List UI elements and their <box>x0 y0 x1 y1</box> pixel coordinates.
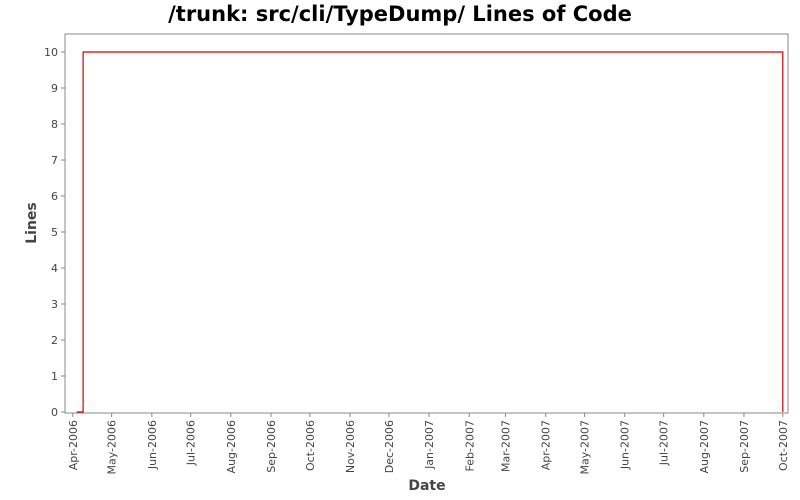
y-tick-label: 6 <box>51 190 58 203</box>
y-tick-label: 4 <box>51 262 58 275</box>
x-tick-label: Oct-2007 <box>777 420 790 471</box>
plot-area <box>64 33 789 414</box>
x-tick-label: May-2007 <box>579 420 592 475</box>
series-line <box>76 51 784 413</box>
chart-title: /trunk: src/cli/TypeDump/ Lines of Code <box>168 2 632 26</box>
y-tick-label: 5 <box>51 226 58 239</box>
x-tick-label: Jul-2006 <box>185 420 198 466</box>
y-axis-label: Lines <box>24 202 40 244</box>
x-tick-label: Aug-2007 <box>698 420 711 473</box>
y-tick-label: 1 <box>51 370 58 383</box>
y-tick-label: 3 <box>51 298 58 311</box>
x-tick-label: Apr-2006 <box>67 420 80 470</box>
series-layer <box>76 51 784 413</box>
x-tick-label: Apr-2007 <box>540 420 553 470</box>
x-axis: Apr-2006 May-2006 Jun-2006 Jul-2006 Aug-2006… <box>67 413 790 475</box>
y-tick-label: 9 <box>51 82 58 95</box>
x-tick-label: Nov-2006 <box>344 420 357 473</box>
x-tick-label: Dec-2006 <box>383 420 396 473</box>
x-tick-label: Feb-2007 <box>463 420 476 471</box>
y-tick-label: 2 <box>51 334 58 347</box>
y-tick-label: 8 <box>51 118 58 131</box>
x-axis-label: Date <box>408 478 445 494</box>
x-tick-label: Mar-2007 <box>500 420 513 472</box>
x-tick-label: Jun-2007 <box>619 420 632 470</box>
x-tick-label: Sep-2007 <box>738 420 751 473</box>
x-tick-label: Aug-2006 <box>225 420 238 473</box>
x-tick-label: Jul-2007 <box>658 420 671 466</box>
x-tick-label: Jan-2007 <box>423 420 436 470</box>
y-tick-label: 10 <box>44 46 58 59</box>
x-tick-label: Sep-2006 <box>265 420 278 473</box>
x-tick-label: May-2006 <box>106 420 119 475</box>
x-tick-label: Oct-2006 <box>304 420 317 471</box>
y-tick-label: 7 <box>51 154 58 167</box>
y-axis: 0 1 2 3 4 5 6 7 8 9 10 <box>44 46 65 419</box>
x-tick-label: Jun-2006 <box>146 420 159 470</box>
y-tick-label: 0 <box>51 406 58 419</box>
